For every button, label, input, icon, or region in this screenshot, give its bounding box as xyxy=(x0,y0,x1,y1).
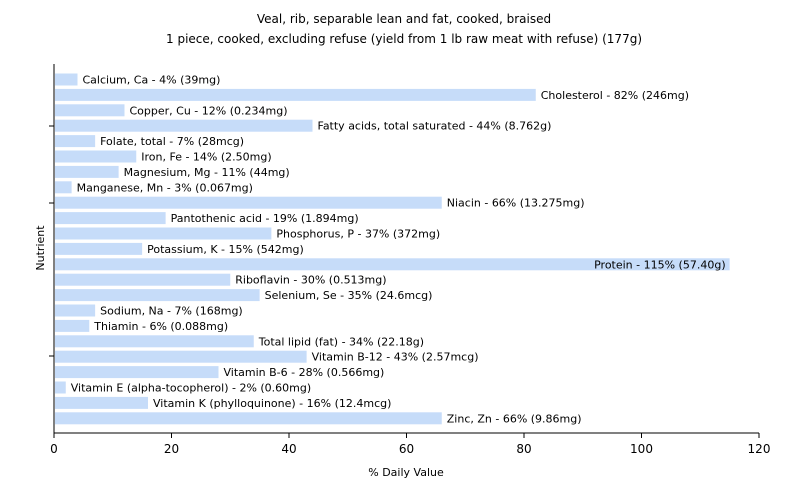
bar-iron-fe xyxy=(55,150,137,163)
chart-subtitle: 1 piece, cooked, excluding refuse (yield… xyxy=(166,32,642,46)
x-tick-label-120: 120 xyxy=(748,442,771,456)
bar-label-magnesium-mg: Magnesium, Mg - 11% (44mg) xyxy=(124,166,290,179)
bar-pantothenic-acid xyxy=(55,212,166,225)
bar-protein xyxy=(55,258,730,271)
bar-magnesium-mg xyxy=(55,165,119,178)
bar-label-total-lipid-fat: Total lipid (fat) - 34% (22.18g) xyxy=(258,335,424,348)
bar-label-phosphorus-p: Phosphorus, P - 37% (372mg) xyxy=(276,228,440,241)
bar-label-copper-cu: Copper, Cu - 12% (0.234mg) xyxy=(130,104,288,117)
chart-title: Veal, rib, separable lean and fat, cooke… xyxy=(257,12,551,26)
bar-manganese-mn xyxy=(55,181,72,194)
bar-label-cholesterol: Cholesterol - 82% (246mg) xyxy=(541,89,689,102)
bar-copper-cu xyxy=(55,104,125,117)
bars-layer xyxy=(55,73,730,425)
y-axis-title: Nutrient xyxy=(34,225,47,271)
bar-folate-total xyxy=(55,135,96,148)
x-tick-label-20: 20 xyxy=(164,442,179,456)
x-tick-label-40: 40 xyxy=(281,442,296,456)
x-tick-label-80: 80 xyxy=(516,442,531,456)
bar-riboflavin xyxy=(55,273,231,286)
bar-label-riboflavin: Riboflavin - 30% (0.513mg) xyxy=(235,274,386,287)
bar-label-fatty-acids-total-saturated: Fatty acids, total saturated - 44% (8.76… xyxy=(318,120,552,133)
bar-vitamin-k-phylloquinone xyxy=(55,396,148,409)
bar-label-selenium-se: Selenium, Se - 35% (24.6mcg) xyxy=(265,289,433,302)
bar-label-vitamin-k-phylloquinone: Vitamin K (phylloquinone) - 16% (12.4mcg… xyxy=(153,397,391,410)
bar-niacin xyxy=(55,196,442,209)
bar-phosphorus-p xyxy=(55,227,272,240)
x-axis-ticks: 0 20 40 60 80 100 120 xyxy=(50,433,770,456)
bar-label-protein: Protein - 115% (57.40g) xyxy=(594,258,726,271)
y-axis-ticks xyxy=(49,125,54,357)
bar-label-iron-fe: Iron, Fe - 14% (2.50mg) xyxy=(141,151,271,164)
bar-label-vitamin-b-6: Vitamin B-6 - 28% (0.566mg) xyxy=(224,366,385,379)
bar-vitamin-e-alpha-tocopherol xyxy=(55,381,66,394)
x-tick-label-0: 0 xyxy=(50,442,58,456)
bar-label-potassium-k: Potassium, K - 15% (542mg) xyxy=(147,243,304,256)
bar-labels-layer: Calcium, Ca - 4% (39mg) Cholesterol - 82%… xyxy=(71,74,726,426)
bar-label-zinc-zn: Zinc, Zn - 66% (9.86mg) xyxy=(447,412,582,425)
x-axis-title: % Daily Value xyxy=(368,466,444,479)
x-tick-label-60: 60 xyxy=(399,442,414,456)
bar-potassium-k xyxy=(55,242,143,255)
x-tick-label-100: 100 xyxy=(630,442,653,456)
bar-label-niacin: Niacin - 66% (13.275mg) xyxy=(447,197,585,210)
bar-calcium-ca xyxy=(55,73,78,86)
bar-fatty-acids-total-saturated xyxy=(55,119,313,132)
bar-label-pantothenic-acid: Pantothenic acid - 19% (1.894mg) xyxy=(171,212,359,225)
bar-label-manganese-mn: Manganese, Mn - 3% (0.067mg) xyxy=(77,181,253,194)
bar-selenium-se xyxy=(55,289,260,302)
bar-label-vitamin-b-12: Vitamin B-12 - 43% (2.57mcg) xyxy=(312,351,479,364)
bar-zinc-zn xyxy=(55,412,442,425)
bar-total-lipid-fat xyxy=(55,335,254,348)
bar-label-folate-total: Folate, total - 7% (28mcg) xyxy=(100,135,244,148)
bar-cholesterol xyxy=(55,88,536,101)
bar-sodium-na xyxy=(55,304,96,317)
bar-vitamin-b-12 xyxy=(55,350,307,363)
bar-vitamin-b-6 xyxy=(55,366,219,379)
bar-label-thiamin: Thiamin - 6% (0.088mg) xyxy=(93,320,228,333)
bar-thiamin xyxy=(55,319,90,332)
bar-label-vitamin-e-alpha-tocopherol: Vitamin E (alpha-tocopherol) - 2% (0.60m… xyxy=(71,382,311,395)
bar-label-calcium-ca: Calcium, Ca - 4% (39mg) xyxy=(83,74,221,87)
bar-label-sodium-na: Sodium, Na - 7% (168mg) xyxy=(100,305,243,318)
